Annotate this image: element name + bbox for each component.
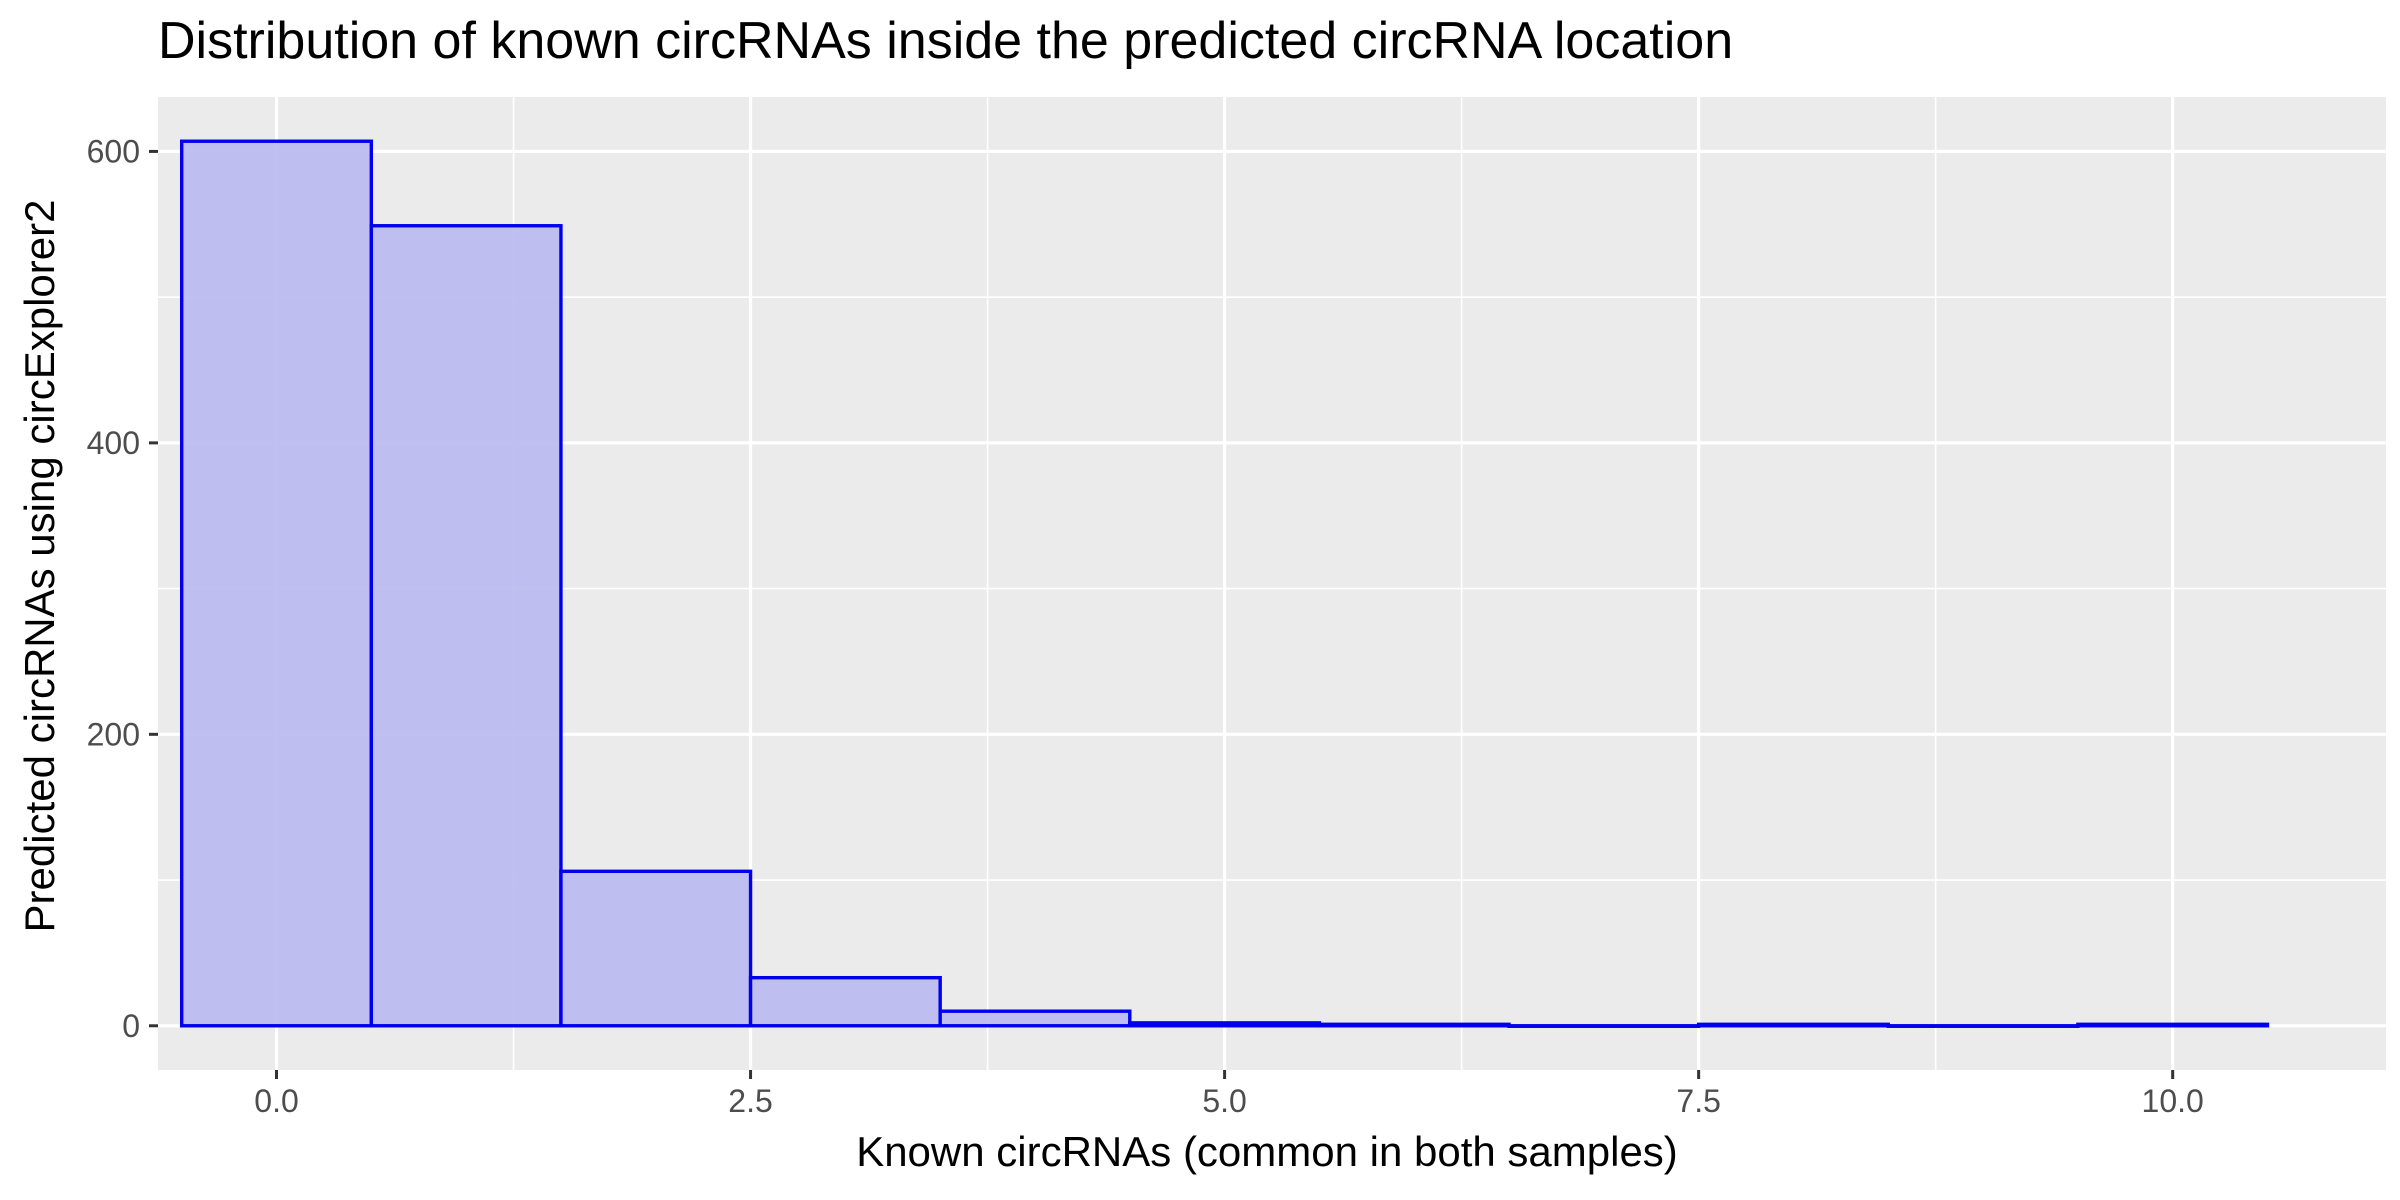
x-tick-label: 0.0 [254,1083,298,1119]
x-axis-title: Known circRNAs (common in both samples) [856,1128,1678,1175]
histogram-bar-0 [180,139,374,1028]
histogram-bars [180,139,2270,1028]
x-tick-label: 5.0 [1202,1083,1246,1119]
x-tick-label: 2.5 [728,1083,772,1119]
y-tick-label: 0 [122,1008,140,1044]
histogram-bar-6 [1317,1022,1511,1028]
y-tick-label: 600 [87,133,140,169]
histogram-bar-8 [1696,1022,1890,1028]
chart-title: Distribution of known circRNAs inside th… [158,12,1733,70]
y-tick-label: 400 [87,425,140,461]
histogram-bar-2 [559,869,753,1028]
histogram-bar-10 [2076,1022,2270,1028]
x-axis: 0.0 2.5 5.0 7.5 10.0 [254,1070,2204,1119]
y-axis-title: Predicted circRNAs using circExplorer2 [16,200,63,933]
histogram-bar-5 [1128,1021,1322,1028]
histogram-bar-7 [1507,1024,1701,1028]
histogram-bar-1 [369,224,563,1028]
y-axis: 0 200 400 600 [87,133,158,1044]
y-tick-label: 200 [87,716,140,752]
x-tick-label: 7.5 [1676,1083,1720,1119]
histogram-bar-3 [748,975,942,1028]
histogram-bar-4 [938,1009,1132,1028]
histogram-bar-9 [1886,1024,2080,1028]
x-tick-label: 10.0 [2142,1083,2204,1119]
